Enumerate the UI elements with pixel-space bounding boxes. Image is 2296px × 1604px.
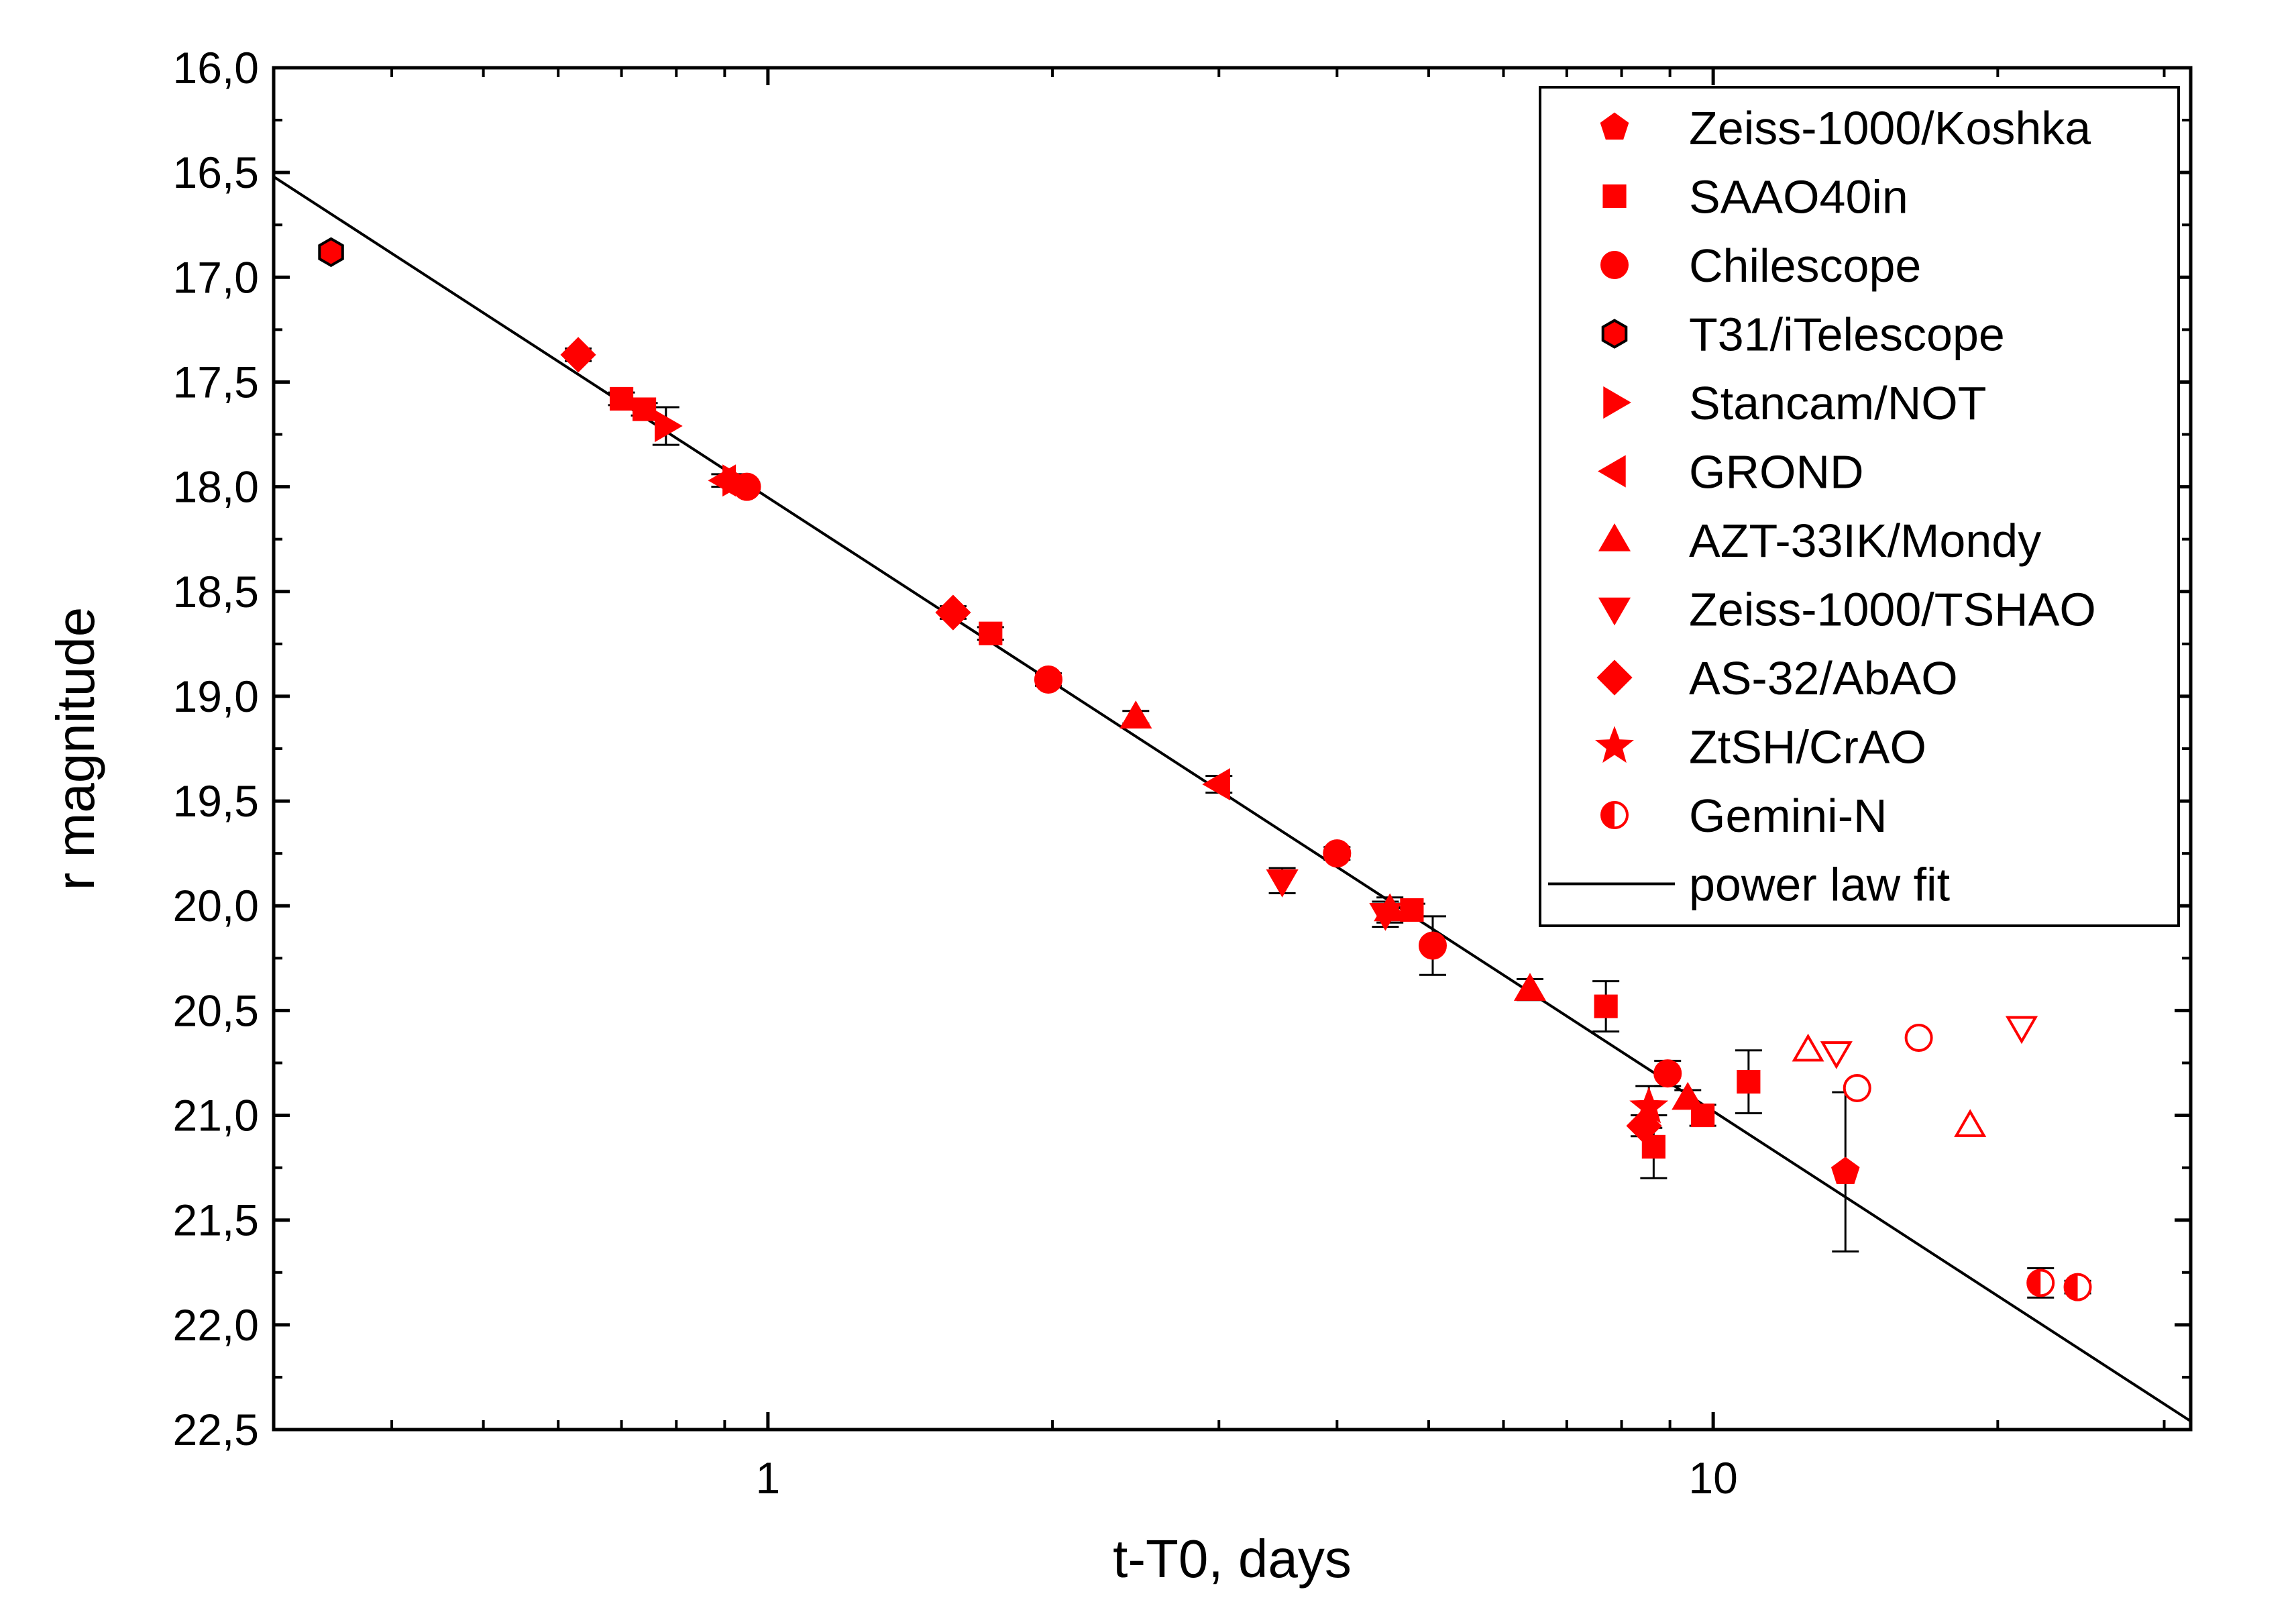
ztsh-crao-point xyxy=(1629,1086,1669,1124)
legend-marker-gemini-n-fill xyxy=(1602,802,1615,828)
legend-marker-saao40in xyxy=(1602,184,1627,209)
legend-marker-zeiss-1000-koshka xyxy=(1600,112,1629,140)
y-tick-label: 17,5 xyxy=(173,357,259,407)
zeiss-1000-koshka-point xyxy=(1830,1157,1860,1184)
grond-point xyxy=(1202,768,1230,801)
saao40in-point xyxy=(979,621,1003,645)
axes-layer: 16,0 16,5 17,0 17,5 18,0 18,5 19,0 19,5 20,0 20,5… xyxy=(173,43,2191,1503)
saao40in-point xyxy=(609,386,634,411)
t31-itelescope-point xyxy=(318,237,344,268)
y-axis-title: r magnitude xyxy=(46,607,105,890)
upper-limit-marker xyxy=(1954,1109,1987,1137)
legend-marker-zeiss-1000-tshao xyxy=(1598,597,1631,626)
y-tick-label: 22,5 xyxy=(173,1405,259,1454)
y-tick-label: 21,5 xyxy=(173,1195,259,1245)
x-tick-label: 10 xyxy=(1688,1453,1737,1503)
saao40in-point xyxy=(1737,1069,1761,1094)
saao40in-point xyxy=(1400,898,1424,922)
legend-marker-stancam-not xyxy=(1603,386,1631,419)
gemini-n-point-fill xyxy=(2028,1270,2041,1296)
y-tick-label: 19,5 xyxy=(173,776,259,826)
azt-33ik-mondy-point xyxy=(1672,1081,1704,1110)
saao40in-point xyxy=(1594,994,1618,1018)
legend-label-azt-33ik-mondy: AZT-33IK/Mondy xyxy=(1689,515,2041,567)
legend-marker-chilescope xyxy=(1600,251,1629,279)
y-tick-label: 21,0 xyxy=(173,1091,259,1140)
data-point-layer xyxy=(318,237,2092,1301)
legend-label-saao40in: SAAO40in xyxy=(1689,171,1908,223)
y-tick-label: 16,5 xyxy=(173,148,259,197)
azt-33ik-mondy-point xyxy=(1119,700,1152,729)
as-32-abao-point xyxy=(560,337,596,373)
zeiss-1000-tshao-point xyxy=(1266,869,1299,898)
legend-box xyxy=(1539,86,2180,927)
upper-limit-marker xyxy=(1820,1041,1853,1069)
fit-layer xyxy=(272,175,2192,1423)
legend-label-zeiss-1000-tshao: Zeiss-1000/TSHAO xyxy=(1689,584,2096,636)
gemini-n-point-fill xyxy=(2065,1274,2078,1300)
grond-point xyxy=(708,464,736,497)
legend: Zeiss-1000/Koshka SAAO40in Chilescope T31/i… xyxy=(1539,86,2180,927)
legend-marker-t31-itelescope xyxy=(1601,319,1628,349)
legend-label-gemini-n: Gemini-N xyxy=(1689,790,1888,842)
y-tick-label: 16,0 xyxy=(173,43,259,93)
x-tick-label: 1 xyxy=(756,1453,781,1503)
upper-limit-marker xyxy=(1792,1033,1824,1062)
legend-label-t31-itelescope: T31/iTelescope xyxy=(1689,309,2005,361)
saao40in-point xyxy=(1641,1134,1665,1159)
saao40in-point xyxy=(633,397,657,421)
chilescope-point xyxy=(1653,1059,1682,1088)
legend-label-chilescope: Chilescope xyxy=(1689,239,1921,292)
chilescope-point xyxy=(1034,665,1062,694)
upper-limit-marker xyxy=(1843,1073,1871,1102)
legend-marker-as-32-abao xyxy=(1596,659,1633,696)
y-tick-label: 18,5 xyxy=(173,567,259,617)
y-tick-label: 19,0 xyxy=(173,672,259,721)
legend-marker-azt-33ik-mondy xyxy=(1598,523,1631,551)
as-32-abao-point xyxy=(935,594,971,631)
upper-limit-layer xyxy=(1792,1016,2038,1137)
legend-marker-ztsh-crao xyxy=(1595,726,1634,763)
legend-marker-grond xyxy=(1598,455,1626,488)
upper-limit-marker xyxy=(1904,1023,1933,1052)
legend-label-fit: power law fit xyxy=(1689,859,1950,911)
legend-label-zeiss-1000-koshka: Zeiss-1000/Koshka xyxy=(1689,102,2091,154)
legend-label-stancam-not: Stancam/NOT xyxy=(1689,377,1986,429)
y-tick-label: 17,0 xyxy=(173,252,259,302)
azt-33ik-mondy-point xyxy=(1513,973,1546,1001)
legend-label-grond: GROND xyxy=(1689,446,1864,498)
zeiss-1000-tshao-point xyxy=(1369,903,1402,931)
gemini-n-point xyxy=(2026,1269,2055,1297)
x-axis-title: t-T0, days xyxy=(1113,1529,1352,1589)
stancam-not-point xyxy=(655,410,683,443)
legend-marker-gemini-n xyxy=(1600,801,1629,829)
chilescope-point xyxy=(1323,839,1352,868)
legend-label-ztsh-crao: ZtSH/CrAO xyxy=(1689,721,1926,773)
as-32-abao-point xyxy=(1626,1108,1662,1144)
legend-label-as-32-abao: AS-32/AbAO xyxy=(1689,652,1958,704)
power-law-fit-line xyxy=(272,175,2192,1423)
upper-limit-marker xyxy=(2005,1016,2038,1045)
chilescope-point xyxy=(1418,931,1447,960)
y-tick-label: 20,5 xyxy=(173,985,259,1035)
y-tick-label: 18,0 xyxy=(173,462,259,512)
y-tick-label: 22,0 xyxy=(173,1300,259,1350)
y-tick-label: 20,0 xyxy=(173,881,259,930)
gemini-n-point xyxy=(2063,1273,2092,1301)
